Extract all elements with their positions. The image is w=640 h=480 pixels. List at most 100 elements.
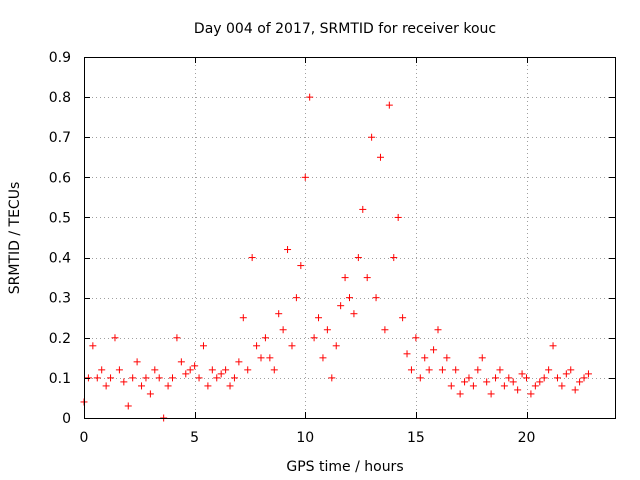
data-point bbox=[301, 173, 309, 181]
data-point bbox=[288, 342, 296, 350]
data-point bbox=[84, 374, 92, 382]
data-point bbox=[323, 326, 331, 334]
data-point bbox=[261, 334, 269, 342]
data-point bbox=[545, 366, 553, 374]
data-point bbox=[195, 374, 203, 382]
data-point bbox=[562, 370, 570, 378]
chart-title: Day 004 of 2017, SRMTID for receiver kou… bbox=[194, 21, 496, 37]
x-tick-label: 15 bbox=[407, 430, 425, 446]
data-point bbox=[407, 366, 415, 374]
data-point bbox=[164, 382, 172, 390]
data-point bbox=[483, 378, 491, 386]
y-tick-label: 0.5 bbox=[49, 210, 71, 226]
data-point bbox=[425, 366, 433, 374]
data-point bbox=[133, 358, 141, 366]
y-tick-label: 0.3 bbox=[49, 291, 71, 307]
data-point bbox=[319, 354, 327, 362]
data-point bbox=[151, 366, 159, 374]
y-tick-label: 0 bbox=[62, 411, 71, 427]
y-tick-label: 0.1 bbox=[49, 371, 71, 387]
data-point bbox=[496, 366, 504, 374]
data-point bbox=[567, 366, 575, 374]
data-point bbox=[447, 382, 455, 390]
data-point bbox=[363, 274, 371, 282]
data-point bbox=[456, 390, 464, 398]
data-point bbox=[434, 326, 442, 334]
data-point bbox=[399, 314, 407, 322]
data-point bbox=[337, 302, 345, 310]
axis-ticks bbox=[84, 57, 615, 419]
data-point bbox=[381, 326, 389, 334]
data-point bbox=[350, 310, 358, 318]
data-point bbox=[531, 382, 539, 390]
data-point bbox=[412, 334, 420, 342]
data-point bbox=[98, 366, 106, 374]
data-point bbox=[248, 254, 256, 262]
data-points bbox=[80, 93, 592, 422]
data-point bbox=[222, 366, 230, 374]
y-tick-label: 0.8 bbox=[49, 90, 71, 106]
x-tick-label: 0 bbox=[80, 430, 89, 446]
data-point bbox=[576, 378, 584, 386]
x-axis-label: GPS time / hours bbox=[286, 459, 403, 475]
data-point bbox=[549, 342, 557, 350]
data-point bbox=[235, 358, 243, 366]
data-point bbox=[270, 366, 278, 374]
data-point bbox=[354, 254, 362, 262]
data-point bbox=[500, 382, 508, 390]
data-point bbox=[257, 354, 265, 362]
data-point bbox=[421, 354, 429, 362]
data-point bbox=[328, 374, 336, 382]
data-point bbox=[385, 101, 393, 109]
data-point bbox=[390, 254, 398, 262]
y-tick-label: 0.6 bbox=[49, 170, 71, 186]
data-point bbox=[540, 374, 548, 382]
data-point bbox=[505, 374, 513, 382]
x-tick-label: 5 bbox=[190, 430, 199, 446]
data-point bbox=[553, 374, 561, 382]
data-point bbox=[284, 246, 292, 254]
x-tick-label: 10 bbox=[296, 430, 314, 446]
data-point bbox=[492, 374, 500, 382]
data-point bbox=[217, 370, 225, 378]
data-point bbox=[372, 294, 380, 302]
data-point bbox=[204, 382, 212, 390]
data-point bbox=[430, 346, 438, 354]
data-point bbox=[478, 354, 486, 362]
data-point bbox=[376, 153, 384, 161]
x-tick-label: 20 bbox=[518, 430, 536, 446]
data-point bbox=[536, 378, 544, 386]
data-point bbox=[474, 366, 482, 374]
data-point bbox=[120, 378, 128, 386]
data-point bbox=[332, 342, 340, 350]
data-point bbox=[142, 374, 150, 382]
data-point bbox=[403, 350, 411, 358]
data-point bbox=[177, 358, 185, 366]
data-point bbox=[208, 366, 216, 374]
data-point bbox=[469, 382, 477, 390]
data-point bbox=[186, 366, 194, 374]
data-point bbox=[199, 342, 207, 350]
data-point bbox=[518, 370, 526, 378]
y-tick-label: 0.7 bbox=[49, 130, 71, 146]
tick-labels: 0 5 10 15 20 0 0.1 0.2 0.3 0.4 0.5 0.6 0.7 0.8 0.9 bbox=[49, 50, 536, 446]
data-point bbox=[315, 314, 323, 322]
data-point bbox=[346, 294, 353, 302]
data-point bbox=[107, 374, 115, 382]
data-point bbox=[279, 326, 287, 334]
data-point bbox=[580, 374, 588, 382]
data-point bbox=[230, 374, 238, 382]
plot-frame bbox=[84, 57, 616, 419]
data-point bbox=[102, 382, 110, 390]
data-point bbox=[341, 274, 349, 282]
data-point bbox=[359, 205, 367, 213]
data-point bbox=[226, 382, 234, 390]
data-point bbox=[266, 354, 274, 362]
data-point bbox=[416, 374, 424, 382]
data-point bbox=[306, 93, 314, 101]
data-point bbox=[523, 374, 530, 382]
data-point bbox=[514, 386, 522, 394]
data-point bbox=[244, 366, 252, 374]
data-point bbox=[465, 374, 473, 382]
